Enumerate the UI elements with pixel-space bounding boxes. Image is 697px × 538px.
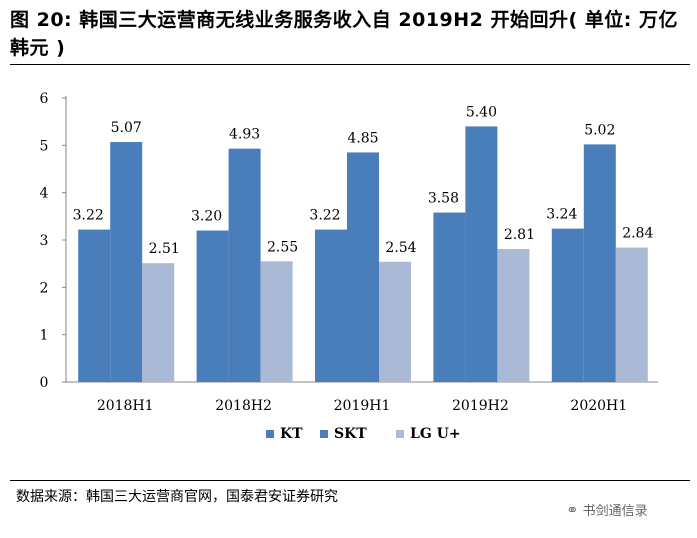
x-tick-label: 2020H1 bbox=[570, 398, 627, 414]
x-tick-label: 2019H2 bbox=[452, 398, 509, 414]
y-tick-label: 4 bbox=[40, 186, 49, 202]
data-label: 2.51 bbox=[149, 241, 180, 257]
bar-chart: 0 1 2 3 4 5 6 3.22 5.07 2.51 2018H1 3.20 4.93 2.55 201… bbox=[40, 91, 658, 442]
x-tick-label: 2018H1 bbox=[97, 398, 154, 414]
bar-skt bbox=[465, 126, 498, 383]
legend-label: KT bbox=[280, 426, 303, 442]
y-tick-label: 3 bbox=[40, 233, 49, 249]
watermark: ⚭ 书剑通信录 bbox=[566, 500, 648, 520]
bar-kt bbox=[315, 229, 347, 382]
x-tick-label: 2018H2 bbox=[215, 398, 272, 414]
bar-kt bbox=[433, 212, 466, 382]
x-tick-label: 2019H1 bbox=[334, 398, 391, 414]
y-tick-label: 0 bbox=[40, 375, 49, 391]
y-tick-label: 6 bbox=[40, 91, 49, 107]
bar-skt bbox=[347, 152, 379, 382]
y-tick-label: 2 bbox=[40, 280, 49, 296]
bar-skt bbox=[228, 148, 261, 382]
y-tick-label: 1 bbox=[40, 328, 49, 344]
data-label: 3.22 bbox=[73, 208, 104, 224]
data-label: 3.24 bbox=[546, 207, 577, 223]
bar-lg-u- bbox=[497, 248, 530, 382]
legend-swatch bbox=[266, 430, 274, 438]
data-label: 3.20 bbox=[191, 209, 222, 225]
bar-kt bbox=[78, 229, 111, 382]
bar-lg-u- bbox=[379, 261, 411, 382]
bottom-divider bbox=[10, 480, 690, 481]
data-label: 5.07 bbox=[111, 120, 142, 136]
data-label: 3.22 bbox=[309, 208, 340, 224]
bar-lg-u- bbox=[260, 261, 293, 382]
legend-swatch bbox=[396, 430, 404, 438]
data-label: 2.81 bbox=[504, 227, 535, 243]
bar-skt bbox=[110, 142, 143, 382]
figure-title: 图 20: 韩国三大运营商无线业务服务收入自 2019H2 开始回升( 单位: … bbox=[10, 9, 679, 59]
data-label: 4.93 bbox=[229, 127, 260, 143]
legend-swatch bbox=[320, 430, 328, 438]
data-label: 2.84 bbox=[622, 226, 653, 242]
y-tick-label: 5 bbox=[40, 138, 49, 154]
bar-kt bbox=[551, 228, 584, 382]
data-label: 5.40 bbox=[466, 104, 497, 120]
data-label: 4.85 bbox=[347, 130, 378, 146]
data-label: 2.55 bbox=[267, 239, 298, 255]
legend-label: SKT bbox=[334, 426, 367, 442]
data-label: 3.58 bbox=[428, 191, 459, 207]
top-divider bbox=[10, 64, 690, 65]
bar-skt bbox=[583, 144, 616, 382]
wechat-icon: ⚭ bbox=[566, 500, 579, 519]
watermark-text: 书剑通信录 bbox=[582, 504, 648, 519]
data-label: 5.02 bbox=[584, 122, 615, 138]
bar-lg-u- bbox=[615, 247, 648, 382]
data-label: 2.54 bbox=[385, 240, 416, 256]
bar-lg-u- bbox=[142, 263, 175, 382]
legend-label: LG U+ bbox=[410, 426, 461, 442]
source-note: 数据来源：韩国三大运营商官网，国泰君安证券研究 bbox=[16, 489, 338, 505]
bar-kt bbox=[196, 230, 229, 382]
